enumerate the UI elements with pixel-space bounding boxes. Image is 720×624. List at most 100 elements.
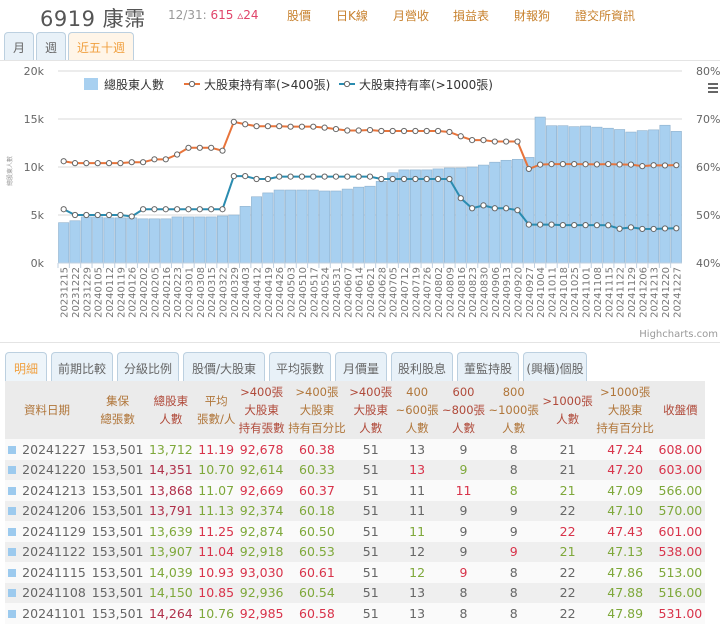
bar-total-holders[interactable]: [137, 218, 149, 264]
bar-total-holders[interactable]: [341, 188, 353, 264]
bar-total-holders[interactable]: [285, 189, 297, 264]
line-point[interactable]: [298, 123, 306, 130]
bar-total-holders[interactable]: [387, 172, 399, 264]
bar-total-holders[interactable]: [126, 217, 138, 264]
bar-total-holders[interactable]: [546, 125, 558, 264]
line-point[interactable]: [503, 138, 510, 145]
bar-total-holders[interactable]: [534, 116, 546, 264]
line-point[interactable]: [423, 127, 430, 135]
bar-total-holders[interactable]: [364, 185, 376, 264]
line-point[interactable]: [185, 206, 192, 213]
bar-total-holders[interactable]: [591, 126, 603, 264]
line-point[interactable]: [287, 123, 294, 130]
line-point[interactable]: [264, 123, 271, 130]
line-point[interactable]: [332, 173, 340, 180]
bar-total-holders[interactable]: [557, 125, 569, 264]
line-point[interactable]: [639, 225, 646, 233]
line-point[interactable]: [537, 161, 544, 168]
subtab-6[interactable]: 股利股息: [391, 352, 453, 382]
line-point[interactable]: [616, 161, 623, 168]
subtab-8[interactable]: (興櫃)個股: [523, 352, 587, 382]
bar-total-holders[interactable]: [330, 190, 342, 264]
line-point[interactable]: [344, 127, 351, 134]
line-point[interactable]: [571, 221, 578, 229]
cell-date[interactable]: 20241129: [5, 521, 89, 542]
line-point[interactable]: [83, 160, 90, 167]
line-point[interactable]: [71, 211, 79, 219]
line-point[interactable]: [661, 225, 669, 232]
bar-total-holders[interactable]: [523, 157, 535, 264]
line-point[interactable]: [230, 118, 237, 125]
subtab-1[interactable]: 前期比較: [51, 352, 113, 382]
line-point[interactable]: [117, 211, 124, 219]
subtab-2[interactable]: 分級比例: [117, 352, 179, 382]
line-point[interactable]: [321, 124, 328, 131]
line-point[interactable]: [434, 127, 442, 135]
line-point[interactable]: [253, 123, 260, 130]
line-point[interactable]: [661, 162, 669, 169]
line-point[interactable]: [548, 221, 555, 228]
line-point[interactable]: [412, 127, 419, 135]
bar-total-holders[interactable]: [443, 167, 455, 264]
line-point[interactable]: [457, 195, 464, 202]
line-point[interactable]: [276, 123, 283, 130]
bar-total-holders[interactable]: [353, 186, 365, 264]
menu-icon[interactable]: [708, 91, 718, 93]
line-point[interactable]: [457, 133, 464, 140]
nav-link-income[interactable]: 損益表: [453, 9, 490, 23]
bar-total-holders[interactable]: [648, 129, 660, 264]
bar-total-holders[interactable]: [580, 125, 592, 264]
subtab-5[interactable]: 月價量: [335, 352, 387, 382]
line-point[interactable]: [162, 206, 169, 213]
line-point[interactable]: [639, 163, 646, 170]
line-point[interactable]: [310, 123, 317, 130]
line-point[interactable]: [537, 221, 544, 228]
line-point[interactable]: [400, 175, 408, 183]
line-point[interactable]: [139, 206, 147, 213]
line-point[interactable]: [219, 206, 226, 213]
nav-link-revenue[interactable]: 月營收: [393, 9, 430, 23]
bar-total-holders[interactable]: [375, 181, 387, 264]
bar-total-holders[interactable]: [171, 216, 183, 264]
bar-total-holders[interactable]: [477, 164, 489, 264]
line-point[interactable]: [174, 206, 181, 213]
line-point[interactable]: [242, 121, 249, 128]
bar-total-holders[interactable]: [421, 169, 433, 264]
line-point[interactable]: [582, 161, 589, 168]
line-point[interactable]: [162, 156, 169, 163]
bar-total-holders[interactable]: [92, 216, 104, 264]
line-point[interactable]: [627, 224, 635, 231]
nav-link-twse[interactable]: 證交所資訊: [575, 9, 636, 23]
bar-total-holders[interactable]: [217, 215, 228, 264]
line-point[interactable]: [196, 206, 203, 213]
line-point[interactable]: [491, 205, 498, 212]
line-point[interactable]: [559, 161, 566, 168]
bar-total-holders[interactable]: [307, 189, 319, 264]
subtab-4[interactable]: 平均張數: [269, 352, 331, 382]
bar-total-holders[interactable]: [148, 218, 160, 264]
bar-total-holders[interactable]: [80, 216, 92, 264]
bar-total-holders[interactable]: [273, 189, 285, 264]
line-point[interactable]: [400, 127, 408, 135]
tab-week[interactable]: 週: [36, 32, 67, 61]
cell-date[interactable]: 20241115: [5, 562, 89, 583]
line-point[interactable]: [548, 161, 555, 168]
line-point[interactable]: [60, 206, 67, 213]
line-point[interactable]: [378, 175, 385, 183]
line-point[interactable]: [208, 206, 215, 213]
tab-month[interactable]: 月: [4, 32, 35, 61]
bar-total-holders[interactable]: [205, 216, 217, 264]
line-point[interactable]: [605, 222, 612, 229]
line-point[interactable]: [650, 225, 657, 233]
subtab-3[interactable]: 股價/大股東: [183, 352, 265, 382]
line-point[interactable]: [650, 162, 657, 169]
line-point[interactable]: [582, 222, 589, 229]
line-point[interactable]: [434, 175, 442, 183]
bar-total-holders[interactable]: [614, 129, 626, 264]
line-point[interactable]: [60, 158, 67, 165]
subtab-7[interactable]: 董監持股: [457, 352, 519, 382]
bar-total-holders[interactable]: [500, 159, 512, 264]
line-point[interactable]: [503, 205, 510, 212]
bar-total-holders[interactable]: [432, 168, 444, 264]
line-point[interactable]: [310, 173, 317, 180]
